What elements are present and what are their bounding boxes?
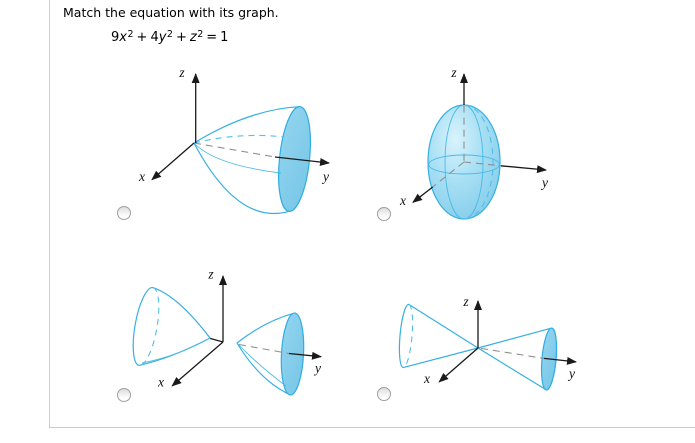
equation-exp1: 2: [127, 29, 134, 40]
ellipsoid-meridian-left: [444, 104, 465, 220]
left-cone-body: [398, 303, 479, 369]
equation-var2: y: [158, 30, 167, 45]
answer-radio-bottom-right[interactable]: [377, 387, 391, 401]
x-axis: [151, 142, 195, 181]
y-axis-label: y: [567, 366, 575, 381]
z-axis-label: z: [207, 267, 214, 282]
ellipsoid-hidden-meridian: [463, 104, 494, 220]
ellipsoid-meridian-right: [463, 104, 484, 220]
equation-coef2: 4: [150, 30, 159, 45]
graph-double-cone: z x y: [398, 294, 577, 391]
y-axis-hidden-segment: [480, 347, 545, 359]
y-axis-label: y: [540, 175, 548, 190]
y-axis-label: y: [313, 361, 321, 376]
y-axis-negative-segment: [209, 337, 224, 343]
y-axis: [500, 165, 547, 174]
x-axis: [171, 341, 224, 387]
left-sheet-body: [132, 286, 211, 366]
y-axis: [288, 351, 322, 360]
paraboloid-front-meridian: [193, 142, 282, 174]
graph-ellipsoid: z x y: [399, 65, 548, 220]
left-cone-hidden-rim: [403, 303, 414, 369]
x-axis: [412, 186, 434, 203]
x-axis: [438, 347, 479, 383]
graph-hyperboloid-two-sheets: z x y: [132, 267, 322, 396]
equation-var3: z: [189, 30, 197, 45]
right-sheet-front-meridian: [236, 342, 287, 387]
x-axis-label: x: [399, 193, 406, 208]
x-axis-hidden-segment: [432, 161, 465, 188]
z-axis-label: z: [450, 65, 457, 80]
equation-equals: =: [206, 30, 218, 45]
equation-rhs: 1: [220, 30, 229, 45]
paraboloid-hidden-edge: [193, 134, 285, 144]
x-axis-label: x: [138, 169, 145, 184]
graph-paraboloid: z x y: [138, 65, 330, 215]
panel-bottom-border: [49, 427, 695, 428]
equation-plus1: +: [136, 30, 148, 45]
equation-exp2: 2: [166, 29, 173, 40]
answer-radio-top-right[interactable]: [377, 207, 391, 221]
y-axis-hidden-segment: [463, 161, 501, 167]
equation-var1: x: [119, 30, 127, 45]
answer-radio-bottom-left[interactable]: [117, 388, 131, 402]
y-axis-hidden-segment: [238, 343, 290, 355]
x-axis-label: x: [157, 375, 164, 390]
question-title: Match the equation with its graph.: [63, 5, 279, 20]
x-axis-label: x: [423, 371, 430, 386]
left-sheet-front-meridian: [141, 337, 211, 364]
z-axis-label: z: [462, 294, 469, 309]
y-axis: [274, 156, 330, 166]
equation-plus2: +: [175, 30, 187, 45]
z-axis-label: z: [178, 65, 185, 80]
y-axis-hidden-segment: [193, 142, 276, 158]
equation-coef1: 9: [111, 30, 120, 45]
y-axis: [543, 356, 577, 365]
y-axis-label: y: [321, 169, 329, 184]
panel-left-border: [49, 0, 50, 428]
answer-radio-top-left[interactable]: [117, 206, 131, 220]
equation: 9x2 +4y2 + z2 = 1: [111, 29, 228, 45]
equation-exp3: 2: [197, 29, 204, 40]
